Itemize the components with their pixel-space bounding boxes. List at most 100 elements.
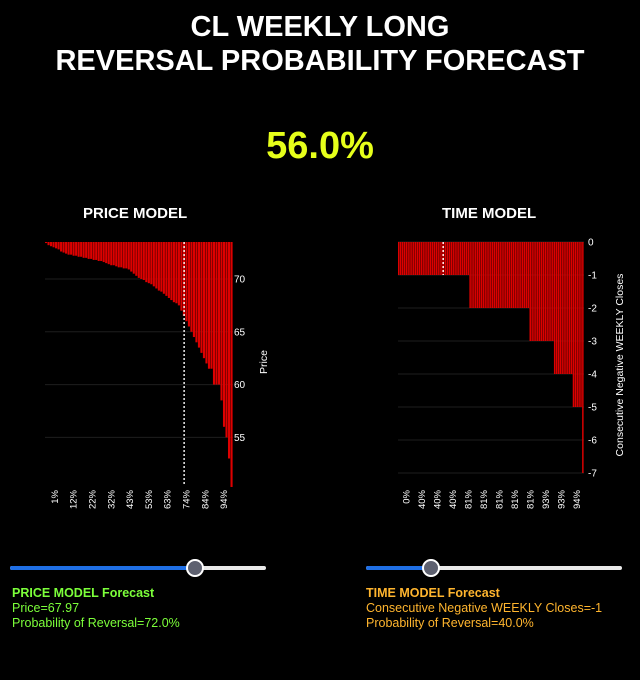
x-tick-label: 63% xyxy=(163,489,174,509)
bar xyxy=(559,242,562,374)
bar xyxy=(152,242,155,287)
bar xyxy=(546,242,548,341)
bar xyxy=(444,242,447,275)
bar xyxy=(407,242,409,275)
bar xyxy=(505,242,507,308)
bar xyxy=(437,242,439,275)
bar xyxy=(476,242,479,308)
x-tick-label: 94% xyxy=(572,489,583,509)
bar xyxy=(463,242,466,275)
bar xyxy=(205,242,208,364)
bar xyxy=(542,242,545,341)
bar xyxy=(416,242,419,275)
bar xyxy=(165,242,168,296)
bar xyxy=(576,242,578,407)
bar xyxy=(125,242,128,269)
bar xyxy=(553,242,556,374)
bar xyxy=(506,242,509,308)
y-tick-label: 65 xyxy=(234,327,246,338)
bar xyxy=(535,242,537,341)
bar xyxy=(523,242,526,308)
bar xyxy=(122,242,125,269)
time-slider-thumb[interactable] xyxy=(422,559,440,577)
bar xyxy=(95,242,98,260)
bar xyxy=(210,242,213,369)
bar xyxy=(90,242,93,259)
bar xyxy=(454,242,456,275)
bar xyxy=(87,242,90,259)
bar xyxy=(495,242,498,308)
bar xyxy=(580,242,582,407)
bar xyxy=(414,242,417,275)
bar xyxy=(550,242,552,341)
bar xyxy=(540,242,543,341)
bar xyxy=(120,242,123,268)
price-slider[interactable] xyxy=(10,558,266,578)
x-tick-label: 0% xyxy=(401,489,412,503)
bar xyxy=(508,242,511,308)
bar xyxy=(222,242,226,427)
x-tick-label: 93% xyxy=(556,489,567,509)
y-tick-label: -5 xyxy=(588,403,597,414)
bar xyxy=(65,242,68,254)
bar xyxy=(441,242,443,275)
bar xyxy=(531,242,533,341)
bar xyxy=(501,242,503,308)
time-slider-fill xyxy=(366,566,430,570)
bar xyxy=(140,242,143,279)
bar xyxy=(105,242,108,264)
time-slider-track[interactable] xyxy=(366,566,622,570)
title-line-1: CL WEEKLY LONG xyxy=(190,11,450,43)
bar xyxy=(405,242,407,275)
bar xyxy=(177,242,180,306)
bar xyxy=(582,242,584,473)
bar xyxy=(574,242,577,407)
bar xyxy=(399,242,402,275)
bar xyxy=(47,242,50,246)
time-slider[interactable] xyxy=(366,558,622,578)
y-tick-label: -4 xyxy=(588,370,597,381)
bar xyxy=(401,242,404,275)
bar xyxy=(450,242,453,275)
y-tick-label: -1 xyxy=(588,271,597,282)
bar xyxy=(469,242,471,308)
bar xyxy=(555,242,558,374)
bar xyxy=(45,242,48,244)
bar xyxy=(484,242,486,308)
bar xyxy=(92,242,95,260)
x-tick-label: 81% xyxy=(494,489,505,509)
bar xyxy=(544,242,547,341)
bar xyxy=(486,242,488,308)
bar xyxy=(467,242,469,275)
price-forecast-probability: Probability of Reversal=72.0% xyxy=(12,616,180,630)
bar xyxy=(127,242,130,270)
bar xyxy=(548,242,550,341)
price-slider-thumb[interactable] xyxy=(186,559,205,577)
bar xyxy=(102,242,105,263)
bar xyxy=(50,242,53,247)
bar xyxy=(150,242,153,285)
bar xyxy=(187,242,190,327)
bar xyxy=(561,242,563,374)
bar xyxy=(215,242,218,385)
bar xyxy=(568,242,571,374)
bar xyxy=(147,242,150,284)
bar xyxy=(422,242,424,275)
bar xyxy=(97,242,100,262)
bar xyxy=(488,242,490,308)
bar xyxy=(85,242,88,258)
bar xyxy=(482,242,485,308)
x-tick-label: 40% xyxy=(417,489,428,509)
x-tick-label: 43% xyxy=(125,489,136,509)
price-forecast-panel: PRICE MODEL Forecast Price=67.97 Probabi… xyxy=(12,586,180,631)
bar xyxy=(220,242,223,401)
bar xyxy=(538,242,541,341)
y-tick-label: 0 xyxy=(588,238,594,249)
bar xyxy=(458,242,460,275)
y-axis-label: Price xyxy=(258,350,270,374)
y-tick-label: 70 xyxy=(234,274,246,285)
bar xyxy=(55,242,58,249)
bar xyxy=(195,242,198,343)
x-tick-label: 81% xyxy=(463,489,474,509)
bar xyxy=(420,242,423,275)
